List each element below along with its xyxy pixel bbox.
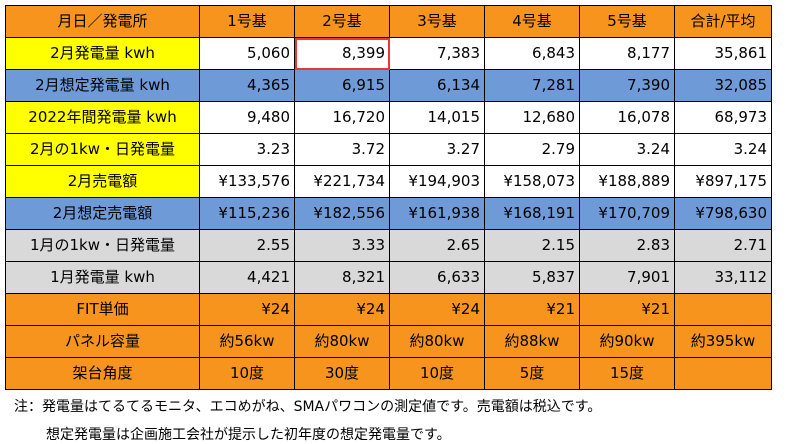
table-cell: 3.23 — [199, 133, 295, 166]
table-cell: 3.24 — [579, 133, 675, 166]
row-label: 1月の1kw・日発電量 — [5, 229, 200, 262]
header-cell-total: 合計/平均 — [674, 5, 772, 38]
table-cell-total: 32,085 — [674, 69, 772, 102]
table-row-feb-generation: 2月発電量 kwh 5,060 8,399 7,383 6,843 8,177 … — [5, 37, 772, 70]
table-cell-total: ¥798,630 — [674, 197, 772, 230]
header-cell-date-plant: 月日／発電所 — [5, 5, 200, 38]
row-label: 2022年間発電量 kwh — [5, 101, 200, 134]
row-label: FIT単価 — [5, 293, 200, 326]
table-cell: ¥182,556 — [294, 197, 390, 230]
table-cell: ¥24 — [294, 293, 390, 326]
table-cell-total — [674, 293, 772, 326]
table-row-feb-sales: 2月売電額 ¥133,576 ¥221,734 ¥194,903 ¥158,07… — [5, 165, 772, 198]
table-cell-total: 33,112 — [674, 261, 772, 294]
table-cell-total: 2.71 — [674, 229, 772, 262]
header-cell-unit-5: 5号基 — [579, 5, 675, 38]
table-cell: ¥221,734 — [294, 165, 390, 198]
table-cell: ¥194,903 — [389, 165, 485, 198]
table-cell: 6,134 — [389, 69, 485, 102]
table-cell: 5度 — [484, 357, 580, 390]
table-row-feb-expected-generation: 2月想定発電量 kwh 4,365 6,915 6,134 7,281 7,39… — [5, 69, 772, 102]
table-row-jan-per-kw-day: 1月の1kw・日発電量 2.55 3.33 2.65 2.15 2.83 2.7… — [5, 229, 772, 262]
table-row-jan-generation: 1月発電量 kwh 4,421 8,321 6,633 5,837 7,901 … — [5, 261, 772, 294]
table-cell: 6,843 — [484, 37, 580, 70]
table-cell: 9,480 — [199, 101, 295, 134]
table-cell: ¥24 — [389, 293, 485, 326]
table-cell: 7,383 — [389, 37, 485, 70]
table-cell: 3.33 — [294, 229, 390, 262]
table-cell-highlighted: 8,399 — [294, 37, 390, 70]
table-cell: ¥133,576 — [199, 165, 295, 198]
power-generation-table: 月日／発電所 1号基 2号基 3号基 4号基 5号基 合計/平均 2月発電量 k… — [5, 5, 772, 390]
row-label: 2月売電額 — [5, 165, 200, 198]
row-label: 2月の1kw・日発電量 — [5, 133, 200, 166]
table-header-row: 月日／発電所 1号基 2号基 3号基 4号基 5号基 合計/平均 — [5, 5, 772, 38]
table-cell-total: ¥897,175 — [674, 165, 772, 198]
table-cell: 7,390 — [579, 69, 675, 102]
row-label: 架台角度 — [5, 357, 200, 390]
table-cell: 2.83 — [579, 229, 675, 262]
table-cell: 7,901 — [579, 261, 675, 294]
table-cell: ¥21 — [579, 293, 675, 326]
table-cell: 16,078 — [579, 101, 675, 134]
table-cell: 8,321 — [294, 261, 390, 294]
table-cell: ¥158,073 — [484, 165, 580, 198]
table-cell: 3.27 — [389, 133, 485, 166]
table-row-feb-expected-sales: 2月想定売電額 ¥115,236 ¥182,556 ¥161,938 ¥168,… — [5, 197, 772, 230]
table-cell: 約80kw — [389, 325, 485, 358]
table-cell: ¥168,191 — [484, 197, 580, 230]
row-label: 2月想定発電量 kwh — [5, 69, 200, 102]
table-cell: 4,421 — [199, 261, 295, 294]
table-cell: 約88kw — [484, 325, 580, 358]
table-cell: 2.65 — [389, 229, 485, 262]
table-row-fit-price: FIT単価 ¥24 ¥24 ¥24 ¥21 ¥21 — [5, 293, 772, 326]
table-cell: 15度 — [579, 357, 675, 390]
row-label: 2月発電量 kwh — [5, 37, 200, 70]
header-cell-unit-4: 4号基 — [484, 5, 580, 38]
table-cell: 30度 — [294, 357, 390, 390]
table-cell: 2.79 — [484, 133, 580, 166]
table-cell: 5,837 — [484, 261, 580, 294]
table-cell: 約56kw — [199, 325, 295, 358]
header-cell-unit-3: 3号基 — [389, 5, 485, 38]
table-row-panel-capacity: パネル容量 約56kw 約80kw 約80kw 約88kw 約90kw 約395… — [5, 325, 772, 358]
table-cell: ¥161,938 — [389, 197, 485, 230]
table-cell: 10度 — [389, 357, 485, 390]
table-cell: ¥115,236 — [199, 197, 295, 230]
table-cell: 7,281 — [484, 69, 580, 102]
table-cell: ¥21 — [484, 293, 580, 326]
table-cell: 約80kw — [294, 325, 390, 358]
table-cell: 5,060 — [199, 37, 295, 70]
table-cell-total — [674, 357, 772, 390]
table-cell: 約90kw — [579, 325, 675, 358]
table-cell: 6,633 — [389, 261, 485, 294]
table-row-mount-angle: 架台角度 10度 30度 10度 5度 15度 — [5, 357, 772, 390]
table-cell: 16,720 — [294, 101, 390, 134]
table-cell: 8,177 — [579, 37, 675, 70]
table-row-2022-annual-generation: 2022年間発電量 kwh 9,480 16,720 14,015 12,680… — [5, 101, 772, 134]
table-cell: ¥24 — [199, 293, 295, 326]
footnote-measurement: 注：発電量はてるてるモニタ、エコめがね、SMAパワコンの測定値です。売電額は税込… — [14, 399, 602, 415]
table-cell-total: 3.24 — [674, 133, 772, 166]
header-cell-unit-2: 2号基 — [294, 5, 390, 38]
table-cell: 2.55 — [199, 229, 295, 262]
table-cell: ¥170,709 — [579, 197, 675, 230]
header-cell-unit-1: 1号基 — [199, 5, 295, 38]
table-cell-total: 68,973 — [674, 101, 772, 134]
table-cell: 12,680 — [484, 101, 580, 134]
table-cell: ¥188,889 — [579, 165, 675, 198]
footnote-expected: 想定発電量は企画施工会社が提示した初年度の想定発電量です。 — [46, 427, 451, 443]
table-row-feb-per-kw-day: 2月の1kw・日発電量 3.23 3.72 3.27 2.79 3.24 3.2… — [5, 133, 772, 166]
row-label: パネル容量 — [5, 325, 200, 358]
table-cell: 3.72 — [294, 133, 390, 166]
row-label: 2月想定売電額 — [5, 197, 200, 230]
table-cell-total: 35,861 — [674, 37, 772, 70]
table-cell: 14,015 — [389, 101, 485, 134]
table-cell: 10度 — [199, 357, 295, 390]
row-label: 1月発電量 kwh — [5, 261, 200, 294]
table-cell-total: 約395kw — [674, 325, 772, 358]
table-cell: 6,915 — [294, 69, 390, 102]
table-cell: 4,365 — [199, 69, 295, 102]
table-cell: 2.15 — [484, 229, 580, 262]
